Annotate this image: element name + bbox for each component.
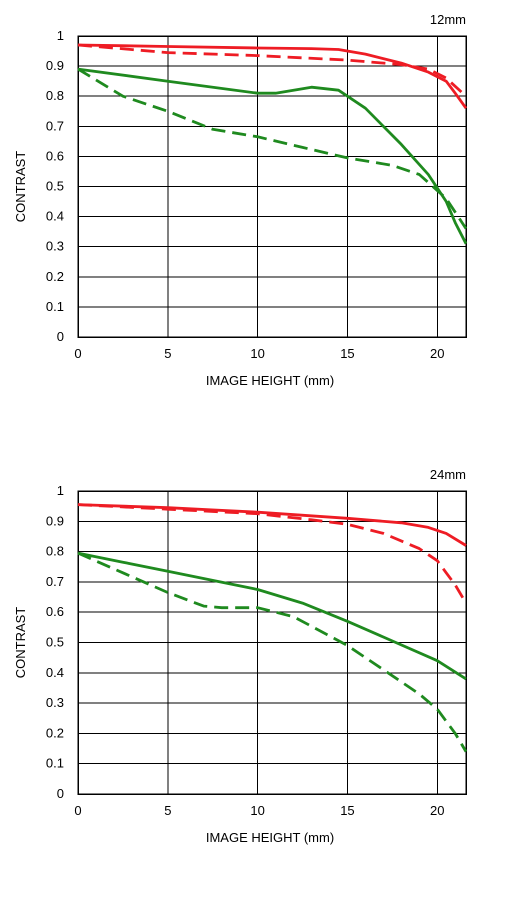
- chart-title: 24mm: [430, 467, 466, 482]
- x-axis-title: IMAGE HEIGHT (mm): [206, 830, 334, 845]
- y-axis-title: CONTRAST: [13, 151, 28, 223]
- y-tick-label: 0.8: [46, 544, 64, 559]
- y-tick-label: 0.3: [46, 695, 64, 710]
- y-tick-label: 0.2: [46, 725, 64, 740]
- chart-panel-2: 00.10.20.30.40.50.60.70.80.910 5 10 15 2024m…: [13, 467, 468, 845]
- series-line-red-dashed: [77, 43, 467, 98]
- y-tick-label: 0.9: [46, 513, 64, 528]
- series-line-green-solid: [77, 67, 468, 245]
- series-line-red-solid: [77, 503, 467, 547]
- x-axis-title: IMAGE HEIGHT (mm): [206, 373, 334, 388]
- x-tick-label: 0: [74, 803, 81, 818]
- chart-panel-1: 00.10.20.30.40.50.60.70.80.910 5 10 15 2012m…: [13, 12, 468, 388]
- x-tick-label: 10: [250, 346, 264, 361]
- y-tick-label: 0.4: [46, 665, 64, 680]
- y-tick-label: 0.5: [46, 635, 64, 650]
- y-tick-label: 0.7: [46, 574, 64, 589]
- y-tick-label: 0.6: [46, 604, 64, 619]
- chart-title: 12mm: [430, 12, 466, 27]
- y-tick-label: 0.9: [46, 58, 64, 73]
- y-tick-label: 0.8: [46, 88, 64, 103]
- y-tick-label: 0: [57, 786, 64, 801]
- series-line-red-dashed: [77, 503, 468, 604]
- x-tick-label: 10: [250, 803, 264, 818]
- x-tick-label: 5: [164, 346, 171, 361]
- series-line-red-solid: [77, 43, 468, 110]
- y-tick-label: 0.1: [46, 299, 64, 314]
- series-line-green-dashed: [77, 67, 468, 230]
- y-tick-label: 0.2: [46, 269, 64, 284]
- y-tick-label: 0.1: [46, 756, 64, 771]
- plot-frame: [77, 490, 467, 795]
- x-tick-label: 15: [340, 346, 354, 361]
- y-tick-label: 0.6: [46, 148, 64, 163]
- x-tick-label: 15: [340, 803, 354, 818]
- x-tick-label: 20: [430, 803, 444, 818]
- x-tick-label: 5: [164, 803, 171, 818]
- y-tick-label: 0.7: [46, 118, 64, 133]
- x-tick-label: 0: [74, 346, 81, 361]
- x-tick-label: 20: [430, 346, 444, 361]
- y-tick-label: 0.3: [46, 239, 64, 254]
- y-tick-label: 0.5: [46, 179, 64, 194]
- y-axis-title: CONTRAST: [13, 607, 28, 679]
- series-line-green-dashed: [77, 551, 468, 753]
- y-tick-label: 1: [57, 483, 64, 498]
- plot-frame: [77, 35, 467, 338]
- y-tick-label: 0: [57, 329, 64, 344]
- series-line-green-solid: [77, 551, 467, 681]
- y-tick-label: 1: [57, 28, 64, 43]
- y-tick-label: 0.4: [46, 209, 64, 224]
